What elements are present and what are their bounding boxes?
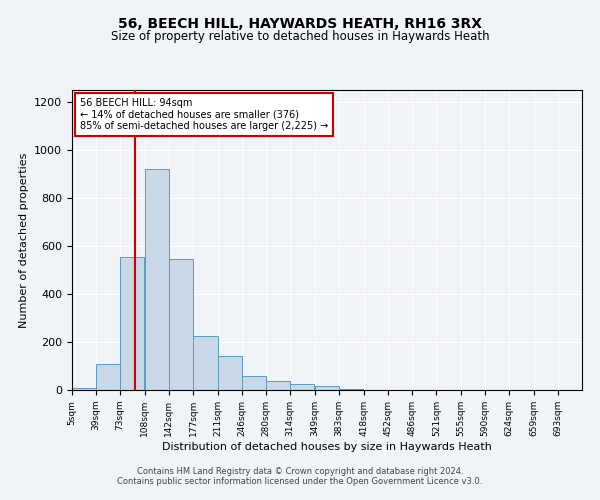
Bar	[218, 356, 242, 390]
Bar	[145, 169, 169, 390]
Text: Size of property relative to detached houses in Haywards Heath: Size of property relative to detached ho…	[110, 30, 490, 43]
Text: 56 BEECH HILL: 94sqm
← 14% of detached houses are smaller (376)
85% of semi-deta: 56 BEECH HILL: 94sqm ← 14% of detached h…	[80, 98, 328, 130]
Bar	[315, 386, 339, 390]
Bar	[169, 259, 193, 390]
Bar	[96, 364, 120, 390]
Y-axis label: Number of detached properties: Number of detached properties	[19, 152, 29, 328]
Bar	[72, 388, 96, 390]
Bar	[339, 389, 363, 390]
Bar	[290, 384, 314, 390]
Bar	[120, 257, 144, 390]
X-axis label: Distribution of detached houses by size in Haywards Heath: Distribution of detached houses by size …	[162, 442, 492, 452]
Bar	[193, 336, 218, 390]
Bar	[266, 381, 290, 390]
Bar	[242, 376, 266, 390]
Text: Contains HM Land Registry data © Crown copyright and database right 2024.: Contains HM Land Registry data © Crown c…	[137, 467, 463, 476]
Text: 56, BEECH HILL, HAYWARDS HEATH, RH16 3RX: 56, BEECH HILL, HAYWARDS HEATH, RH16 3RX	[118, 18, 482, 32]
Text: Contains public sector information licensed under the Open Government Licence v3: Contains public sector information licen…	[118, 477, 482, 486]
